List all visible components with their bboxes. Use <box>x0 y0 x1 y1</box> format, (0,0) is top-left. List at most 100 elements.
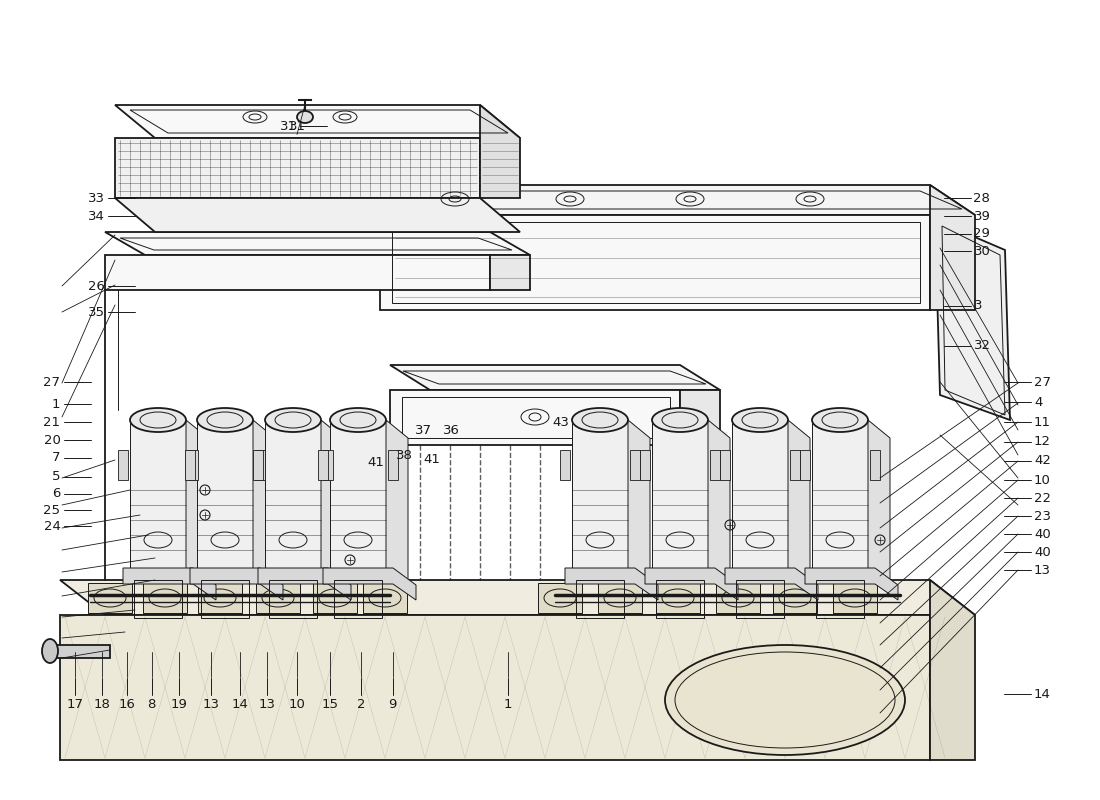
Text: 13: 13 <box>1034 564 1050 577</box>
Polygon shape <box>732 420 788 570</box>
Ellipse shape <box>666 645 905 755</box>
Polygon shape <box>116 138 480 198</box>
Text: 2: 2 <box>356 698 365 711</box>
Polygon shape <box>656 583 700 613</box>
Polygon shape <box>538 583 582 613</box>
Polygon shape <box>480 105 520 198</box>
Text: 29: 29 <box>974 227 990 240</box>
Text: eurospares: eurospares <box>130 567 354 601</box>
Ellipse shape <box>652 408 708 432</box>
Polygon shape <box>321 420 343 588</box>
Polygon shape <box>725 568 818 600</box>
Polygon shape <box>123 568 216 600</box>
Polygon shape <box>314 583 358 613</box>
Polygon shape <box>490 255 530 290</box>
Polygon shape <box>805 568 898 600</box>
Text: eurospares: eurospares <box>130 423 354 457</box>
Text: 13: 13 <box>202 698 220 711</box>
Polygon shape <box>104 232 530 255</box>
Polygon shape <box>716 583 760 613</box>
Polygon shape <box>190 568 283 600</box>
Ellipse shape <box>572 408 628 432</box>
Text: 3: 3 <box>974 299 982 312</box>
Text: 19: 19 <box>170 698 188 711</box>
Text: 27: 27 <box>1034 376 1050 389</box>
Polygon shape <box>50 645 110 658</box>
Polygon shape <box>265 420 321 570</box>
Polygon shape <box>560 450 570 480</box>
Text: 28: 28 <box>974 192 990 205</box>
Polygon shape <box>710 450 720 480</box>
Ellipse shape <box>130 408 186 432</box>
Polygon shape <box>185 450 195 480</box>
Text: 18: 18 <box>94 698 111 711</box>
Text: 14: 14 <box>1034 688 1050 701</box>
Polygon shape <box>630 450 640 480</box>
Text: 10: 10 <box>1034 474 1050 486</box>
Text: eurospares: eurospares <box>570 423 794 457</box>
Text: 5: 5 <box>52 470 60 483</box>
Polygon shape <box>60 615 929 760</box>
Text: 12: 12 <box>1034 435 1050 448</box>
Text: 23: 23 <box>1034 510 1050 522</box>
Polygon shape <box>708 420 730 588</box>
Text: 33: 33 <box>88 192 104 205</box>
Text: 9: 9 <box>388 698 397 711</box>
Polygon shape <box>116 198 520 232</box>
Polygon shape <box>197 420 253 570</box>
Text: 35: 35 <box>88 306 104 318</box>
Ellipse shape <box>42 639 58 663</box>
Polygon shape <box>870 450 880 480</box>
Polygon shape <box>318 450 328 480</box>
Polygon shape <box>868 420 890 588</box>
Polygon shape <box>773 583 817 613</box>
Text: 24: 24 <box>44 520 60 533</box>
Polygon shape <box>390 390 680 445</box>
Polygon shape <box>720 450 730 480</box>
Text: 43: 43 <box>552 416 570 429</box>
Polygon shape <box>186 420 208 588</box>
Ellipse shape <box>265 408 321 432</box>
Text: 37: 37 <box>415 424 432 437</box>
Text: 15: 15 <box>321 698 339 711</box>
Polygon shape <box>130 420 186 570</box>
Text: 1: 1 <box>504 698 513 711</box>
Text: 30: 30 <box>974 245 990 258</box>
Text: 13: 13 <box>258 698 276 711</box>
Text: 8: 8 <box>147 698 156 711</box>
Text: 38: 38 <box>396 450 414 462</box>
Polygon shape <box>118 450 128 480</box>
Polygon shape <box>390 365 720 390</box>
Text: 7: 7 <box>52 451 60 464</box>
Polygon shape <box>255 450 265 480</box>
Text: 31: 31 <box>280 120 297 133</box>
Polygon shape <box>572 420 628 570</box>
Text: 4: 4 <box>1034 396 1043 409</box>
Polygon shape <box>935 220 1010 420</box>
Text: 16: 16 <box>118 698 135 711</box>
Ellipse shape <box>732 408 788 432</box>
Text: 17: 17 <box>66 698 84 711</box>
Polygon shape <box>330 420 386 570</box>
Polygon shape <box>565 568 658 600</box>
Text: 10: 10 <box>288 698 306 711</box>
Polygon shape <box>379 185 975 215</box>
Polygon shape <box>930 185 975 310</box>
Text: 34: 34 <box>88 210 104 222</box>
Text: 14: 14 <box>231 698 249 711</box>
Polygon shape <box>788 420 810 588</box>
Polygon shape <box>323 450 333 480</box>
Text: 31: 31 <box>288 120 306 133</box>
Polygon shape <box>253 420 275 588</box>
Polygon shape <box>386 420 408 588</box>
Polygon shape <box>833 583 877 613</box>
Polygon shape <box>256 583 300 613</box>
Text: 42: 42 <box>1034 454 1050 467</box>
Ellipse shape <box>812 408 868 432</box>
Ellipse shape <box>297 111 313 123</box>
Polygon shape <box>645 568 738 600</box>
Polygon shape <box>652 420 708 570</box>
Polygon shape <box>143 583 187 613</box>
Text: 22: 22 <box>1034 492 1050 505</box>
Polygon shape <box>628 420 650 588</box>
